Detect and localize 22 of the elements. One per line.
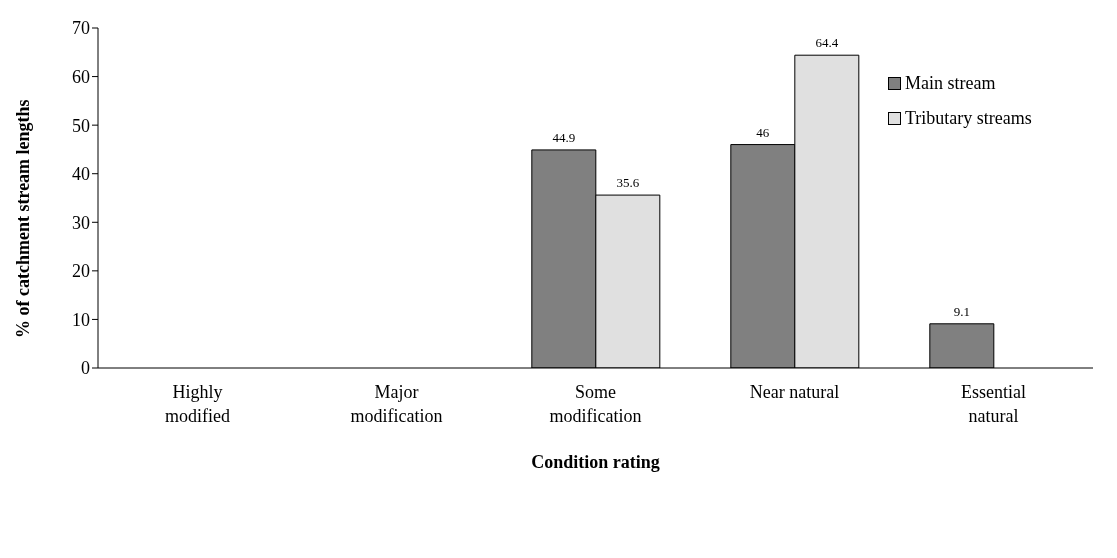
legend-label: Main stream <box>905 73 996 94</box>
x-tick-label: Major modification <box>350 382 443 426</box>
y-tick-label: 20 <box>72 261 90 282</box>
y-tick-label: 40 <box>72 164 90 185</box>
y-tick-label: 50 <box>72 115 90 136</box>
data-label: 35.6 <box>616 175 640 191</box>
y-axis-title: % of catchment stream lengths <box>13 99 34 338</box>
y-tick-label: 70 <box>72 18 90 39</box>
legend-label: Tributary streams <box>905 108 1032 129</box>
data-label: 46 <box>756 124 770 140</box>
x-axis-title: Condition rating <box>531 452 660 472</box>
data-label: 9.1 <box>953 303 970 319</box>
x-tick-label: Essential natural <box>961 382 1026 426</box>
data-label: 44.9 <box>552 129 576 145</box>
y-tick-label: 0 <box>81 358 90 379</box>
x-tick-label: Highly modified <box>165 382 230 426</box>
y-tick-label: 30 <box>72 212 90 233</box>
y-tick-label: 10 <box>72 309 90 330</box>
data-label: 64.4 <box>815 35 839 51</box>
y-tick-label: 60 <box>72 66 90 87</box>
x-tick-label: Some modification <box>549 382 642 426</box>
x-tick-label: Near natural <box>749 382 840 402</box>
